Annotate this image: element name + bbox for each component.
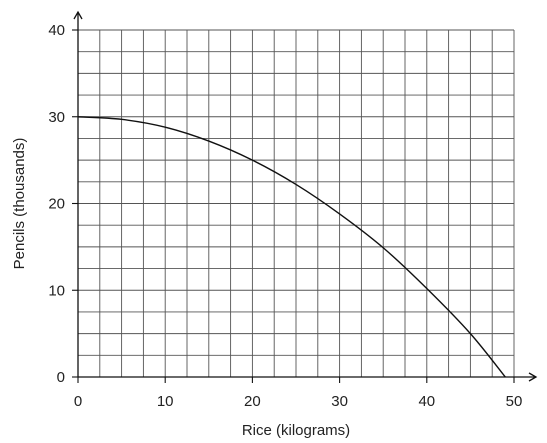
x-axis-arrow [528, 372, 538, 382]
x-tick-label: 10 [157, 393, 174, 410]
x-tick-label: 20 [244, 393, 261, 410]
series [77, 116, 506, 378]
x-tick-label: 30 [331, 393, 348, 410]
x-tick-labels: 0 10 20 30 40 50 [74, 393, 523, 410]
x-axis-title: Rice (kilograms) [242, 422, 350, 439]
x-tick-label: 40 [418, 393, 435, 410]
y-tick-label: 30 [48, 109, 65, 126]
y-axis-title: Pencils (thousands) [11, 138, 28, 270]
x-tick-label: 0 [74, 393, 82, 410]
y-axis-arrow [73, 10, 83, 20]
y-tick-label: 0 [57, 369, 65, 386]
x-tick-label: 50 [506, 393, 523, 410]
grid [77, 29, 515, 378]
y-tick-labels: 0 10 20 30 40 [48, 22, 65, 386]
y-tick-label: 20 [48, 196, 65, 213]
y-tick-label: 40 [48, 22, 65, 39]
ppf-curve [77, 116, 506, 378]
y-tick-label: 10 [48, 282, 65, 299]
axes [72, 10, 538, 383]
